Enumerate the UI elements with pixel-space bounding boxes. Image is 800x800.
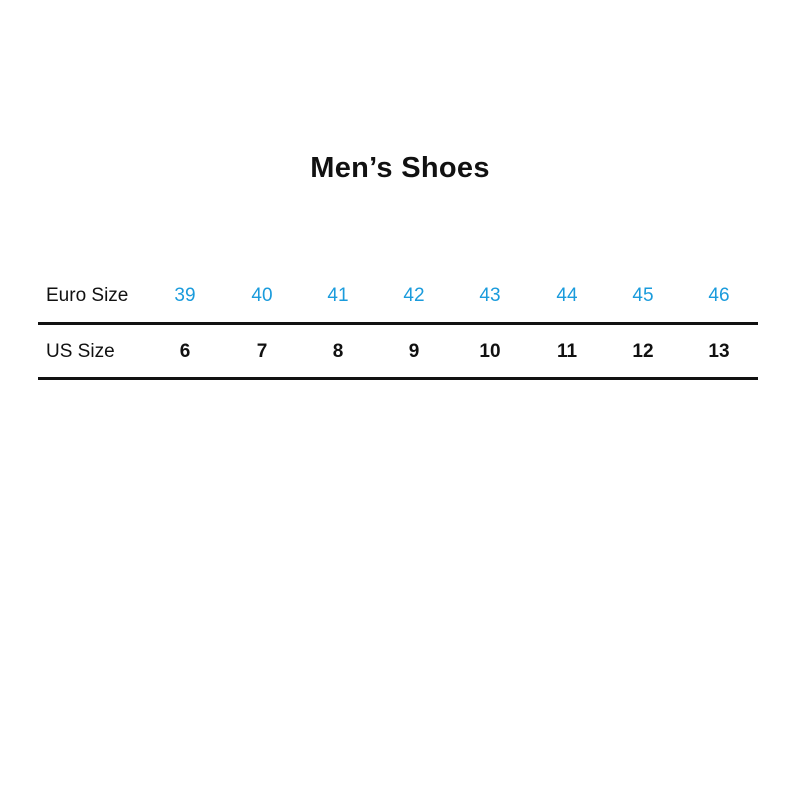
size-cell: 9	[408, 341, 420, 362]
size-cell: 13	[708, 341, 730, 362]
size-cell: 8	[332, 341, 344, 362]
size-cell: 41	[327, 285, 349, 306]
size-cell: 10	[479, 341, 501, 362]
divider	[38, 322, 758, 325]
size-cell: 44	[556, 285, 578, 306]
row-label: US Size	[46, 341, 115, 362]
size-cell: 42	[403, 285, 425, 306]
us-size-row: US Size 6 7 8 9 10 11 12 13	[38, 332, 758, 372]
size-cell: 46	[708, 285, 730, 306]
euro-size-row: Euro Size 39 40 41 42 43 44 45 46	[38, 276, 758, 316]
size-cell: 11	[556, 341, 578, 362]
size-cell: 7	[256, 341, 268, 362]
size-cell: 45	[632, 285, 654, 306]
row-label: Euro Size	[46, 285, 129, 306]
size-cell: 43	[479, 285, 501, 306]
size-cell: 39	[174, 285, 196, 306]
size-cell: 6	[179, 341, 191, 362]
page-title: Men’s Shoes	[310, 152, 490, 184]
divider	[38, 377, 758, 380]
size-cell: 12	[632, 341, 654, 362]
size-cell: 40	[251, 285, 273, 306]
